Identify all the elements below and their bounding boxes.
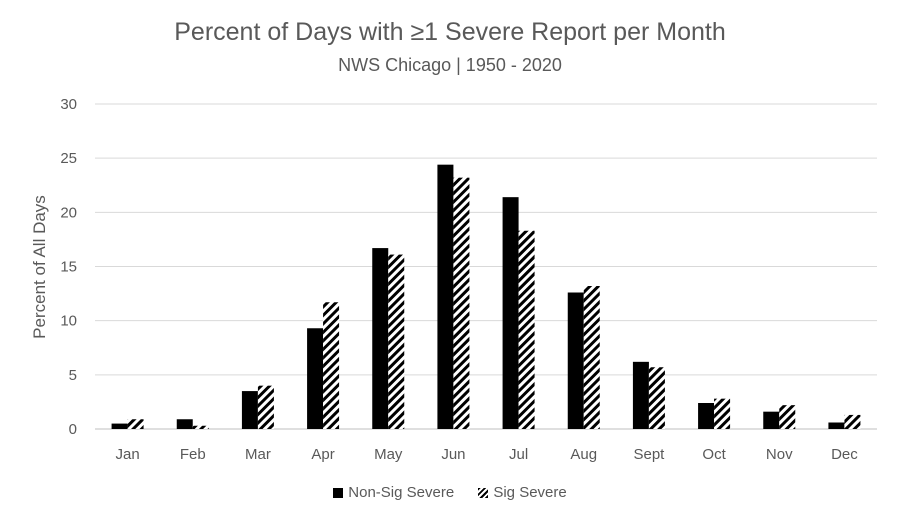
- chart-subtitle: NWS Chicago | 1950 - 2020: [338, 55, 562, 75]
- bar-sig-severe: [518, 230, 535, 429]
- bar-non-sig-severe: [241, 391, 258, 429]
- legend: Non-Sig Severe Sig Severe: [0, 484, 900, 502]
- x-tick-label: Apr: [311, 446, 334, 463]
- bar-non-sig-severe: [763, 411, 780, 429]
- bar-sig-severe: [648, 367, 665, 429]
- bar-non-sig-severe: [111, 423, 128, 429]
- legend-label-non-sig: Non-Sig Severe: [348, 484, 455, 501]
- y-tick-label: 5: [69, 367, 77, 384]
- legend-item-sig: Sig Severe: [478, 484, 567, 501]
- bar-non-sig-severe: [372, 248, 389, 429]
- x-tick-label: Nov: [766, 446, 793, 463]
- legend-item-non-sig: Non-Sig Severe: [333, 484, 454, 501]
- y-tick-label: 0: [69, 421, 77, 438]
- bar-non-sig-severe: [502, 197, 519, 429]
- bar-sig-severe: [583, 286, 600, 429]
- bar-sig-severe: [714, 398, 731, 429]
- bar-sig-severe: [453, 177, 470, 429]
- y-tick-label: 20: [60, 204, 77, 221]
- x-tick-label: Mar: [245, 446, 271, 463]
- x-tick-label: Jul: [509, 446, 528, 463]
- x-axis-ticks: Jan Feb Mar Apr May Jun Jul Aug Sept Oct Nov Dec: [115, 446, 858, 463]
- y-tick-label: 25: [60, 150, 77, 167]
- x-tick-label: Dec: [831, 446, 858, 463]
- bar-non-sig-severe: [828, 422, 845, 429]
- bar-non-sig-severe: [632, 361, 649, 429]
- bar-sig-severe: [257, 385, 274, 429]
- x-tick-label: Jun: [441, 446, 465, 463]
- bar-sig-severe: [323, 302, 340, 429]
- bar-sig-severe: [192, 425, 209, 429]
- bar-non-sig-severe: [567, 292, 584, 429]
- bar-non-sig-severe: [437, 164, 454, 429]
- y-tick-label: 15: [60, 259, 77, 276]
- y-tick-label: 30: [60, 96, 77, 113]
- bar-sig-severe: [127, 419, 144, 429]
- bar-non-sig-severe: [176, 419, 193, 429]
- bar-non-sig-severe: [698, 403, 715, 429]
- x-tick-label: Oct: [702, 446, 726, 463]
- bar-sig-severe: [779, 405, 796, 429]
- y-axis-title: Percent of All Days: [30, 195, 49, 339]
- chart-title: Percent of Days with ≥1 Severe Report pe…: [174, 18, 726, 46]
- bar-sig-severe: [388, 254, 405, 429]
- x-tick-label: Sept: [633, 446, 665, 463]
- legend-swatch-hatched: [478, 487, 489, 498]
- x-tick-label: Feb: [180, 446, 206, 463]
- legend-swatch-solid: [333, 487, 344, 498]
- bar-sig-severe: [844, 414, 861, 429]
- y-axis-ticks: 0 5 10 15 20 25 30: [60, 96, 77, 438]
- x-tick-label: Aug: [570, 446, 597, 463]
- legend-label-sig: Sig Severe: [493, 484, 567, 501]
- bars: [111, 164, 861, 429]
- bar-non-sig-severe: [307, 328, 324, 429]
- gridlines: [95, 103, 877, 430]
- y-tick-label: 10: [60, 313, 77, 330]
- x-tick-label: May: [374, 446, 403, 463]
- x-tick-label: Jan: [115, 446, 139, 463]
